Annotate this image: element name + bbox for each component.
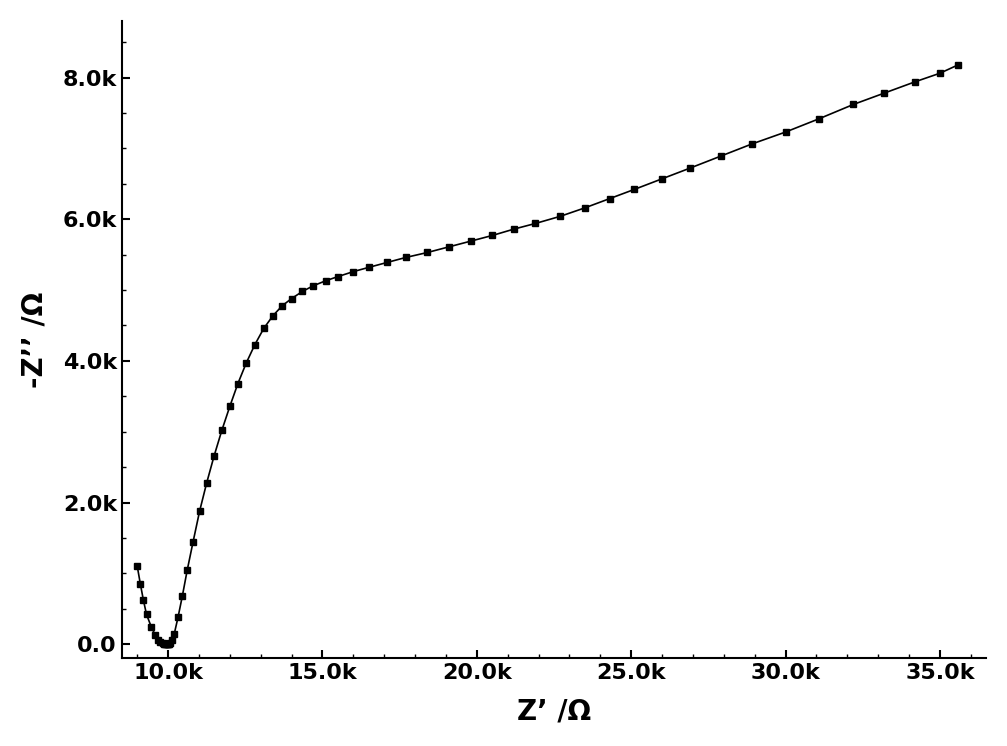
X-axis label: Z’ /Ω: Z’ /Ω (517, 698, 591, 725)
Y-axis label: -Z’’ /Ω: -Z’’ /Ω (21, 292, 48, 388)
